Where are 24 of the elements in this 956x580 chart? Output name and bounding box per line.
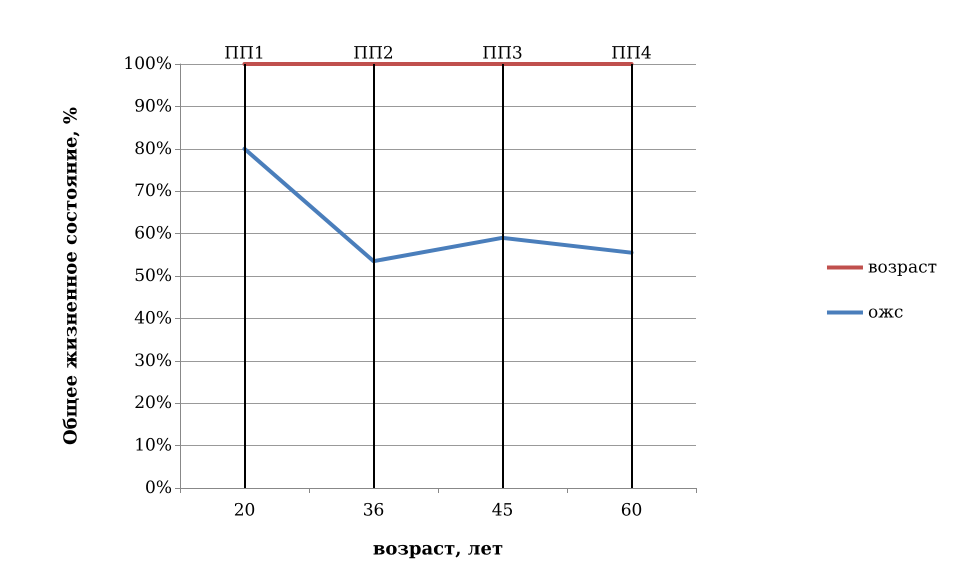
y-axis-title: Общее жизненное состояние, %	[60, 106, 82, 446]
y-tick-label: 50%	[134, 266, 172, 286]
y-tick-label: 0%	[145, 478, 172, 498]
y-tick-label: 10%	[134, 436, 172, 456]
legend-label: ожс	[868, 302, 904, 322]
ref-line-label: ПП2	[353, 44, 394, 64]
ref-line-label: ПП3	[482, 44, 523, 64]
y-tick-label: 40%	[134, 308, 172, 328]
line-series	[242, 146, 634, 264]
y-tick-label: 60%	[134, 224, 172, 244]
x-tick-label: 60	[620, 500, 642, 520]
y-tick-label: 80%	[134, 138, 172, 159]
y-tick-label: 90%	[134, 96, 172, 116]
x-tick-label: 36	[362, 500, 384, 520]
ref-line-label: ПП4	[611, 44, 652, 64]
x-tick-label: 45	[492, 500, 514, 520]
y-tick-label: 20%	[134, 393, 172, 414]
x-tick-label: 20	[234, 500, 256, 520]
y-tick-label: 30%	[134, 350, 172, 371]
legend-label: возраст	[868, 258, 938, 278]
y-tick-label: 70%	[134, 181, 172, 202]
x-axis-title: возраст, лет	[372, 538, 504, 560]
ref-line-label: ПП1	[224, 44, 265, 64]
y-tick-label: 100%	[123, 54, 172, 74]
